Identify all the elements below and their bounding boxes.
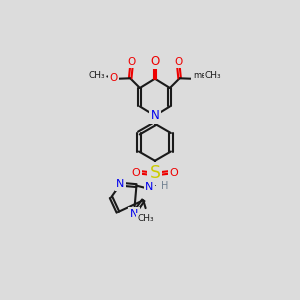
Text: O: O	[132, 167, 140, 178]
Text: O: O	[192, 73, 200, 83]
Text: CH₃: CH₃	[205, 71, 221, 80]
Text: O: O	[150, 55, 160, 68]
Text: CH₃: CH₃	[137, 214, 154, 223]
Text: N: N	[130, 208, 138, 218]
Text: N: N	[151, 109, 159, 122]
Text: N: N	[116, 179, 124, 189]
Text: S: S	[149, 164, 161, 182]
Text: N: N	[146, 182, 154, 192]
Text: O: O	[169, 167, 178, 178]
Text: methyl: methyl	[193, 70, 223, 80]
Text: O: O	[110, 73, 118, 83]
Text: H: H	[161, 181, 169, 191]
Text: O: O	[174, 57, 183, 67]
Text: O: O	[127, 57, 136, 67]
Text: CH₃: CH₃	[88, 71, 105, 80]
